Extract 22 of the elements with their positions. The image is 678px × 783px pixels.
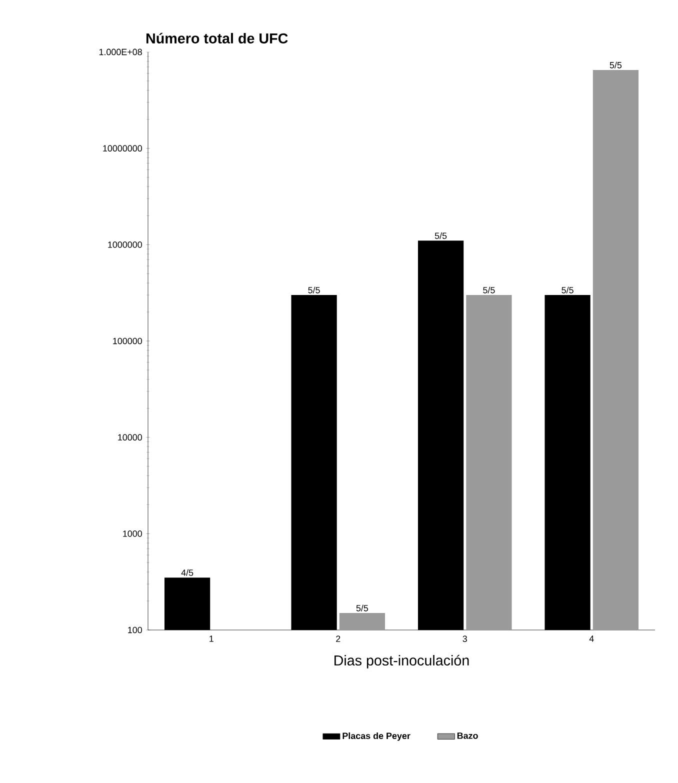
annotation: 5/5 [308, 286, 320, 294]
x-tick-label: 4 [589, 636, 594, 642]
annotation: 4/5 [181, 569, 194, 576]
y-tick-label: 100000 [113, 338, 142, 344]
x-tick-label: 2 [336, 636, 340, 642]
y-tick-label: 10000 [118, 434, 142, 441]
x-tick-label: 1 [210, 636, 214, 642]
chart-title: Número total de UFC [146, 32, 288, 44]
annotation: 5/5 [610, 62, 622, 68]
y-tick-label: 100 [128, 626, 142, 634]
y-tick-label: 10000000 [103, 145, 142, 152]
annotation: 5/5 [356, 604, 368, 612]
annotation: 5/5 [483, 286, 495, 294]
annotation: 5/5 [562, 286, 574, 294]
x-tick-label: 3 [462, 636, 467, 642]
y-tick-label: 1000000 [108, 241, 142, 248]
legend-label: Bazo [457, 732, 478, 739]
y-tick-label: 1.000E+08 [99, 48, 142, 56]
legend-label: Placas de Peyer [342, 732, 410, 741]
x-axis-title: Dias post-inoculación [334, 654, 469, 668]
annotation: 5/5 [434, 232, 447, 239]
y-tick-label: 1000 [123, 530, 142, 537]
